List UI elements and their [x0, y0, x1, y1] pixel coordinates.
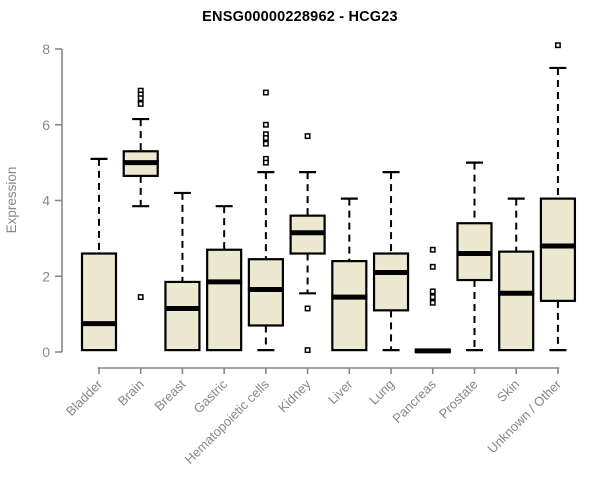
iqr-box — [164, 280, 201, 352]
x-tick-label-kidney: Kidney — [275, 376, 314, 415]
x-tick-label-breast: Breast — [151, 376, 188, 413]
iqr-box — [372, 252, 410, 312]
y-axis: 0 2 4 6 8 Expression — [4, 41, 63, 360]
outlier-point — [262, 121, 269, 128]
x-tick-label-bladder: Bladder — [63, 376, 106, 419]
boxplot-lung — [372, 170, 410, 352]
y-tick-label: 2 — [42, 268, 50, 284]
y-tick-label: 6 — [42, 117, 50, 133]
outlier-point — [262, 89, 269, 96]
iqr-box — [206, 248, 243, 352]
iqr-box — [539, 197, 577, 302]
outlier-point — [262, 135, 269, 141]
outlier-point — [304, 347, 311, 354]
iqr-box — [80, 252, 118, 352]
iqr-box — [247, 258, 284, 327]
outlier-point — [429, 246, 436, 253]
iqr-box — [498, 250, 535, 352]
y-tick-label: 0 — [42, 344, 50, 360]
x-tick-label-lung: Lung — [366, 377, 397, 408]
boxplot-liver — [331, 197, 368, 352]
x-tick-label-brain: Brain — [115, 377, 147, 409]
boxplot-unknown-other — [539, 42, 577, 352]
outlier-point — [429, 299, 436, 306]
y-tick-label: 4 — [42, 193, 50, 209]
iqr-box — [331, 260, 368, 352]
boxplot-gastric — [206, 205, 243, 352]
boxplot-pancreas — [414, 246, 451, 354]
x-tick-label-skin: Skin — [494, 377, 522, 405]
y-axis-title: Expression — [4, 167, 19, 234]
boxplot-brain — [122, 87, 159, 301]
boxplot-kidney — [289, 133, 326, 354]
outlier-point — [137, 294, 144, 301]
outlier-point — [304, 133, 311, 140]
x-tick-label-pancreas: Pancreas — [389, 376, 439, 426]
boxplot-skin — [498, 197, 535, 352]
x-tick-label-unknown-other: Unknown / Other — [484, 376, 564, 456]
chart-title: ENSG00000228962 - HCG23 — [202, 9, 398, 25]
boxplot-prostate — [456, 161, 493, 352]
outlier-point — [137, 95, 144, 102]
outlier-point — [429, 288, 436, 295]
x-tick-label-gastric: Gastric — [191, 376, 231, 416]
outlier-point — [304, 305, 311, 312]
y-tick-label: 8 — [42, 41, 50, 57]
boxplot-bladder — [80, 157, 118, 352]
outlier-point — [429, 294, 436, 301]
outlier-point — [262, 159, 269, 166]
outlier-point — [554, 42, 561, 49]
boxplot-breast — [164, 191, 201, 352]
x-tick-label-prostate: Prostate — [436, 377, 481, 422]
x-tick-label-liver: Liver — [325, 376, 356, 407]
boxplot-hematopoietic-cells — [247, 89, 284, 352]
outlier-point — [429, 263, 436, 270]
outlier-point — [262, 140, 269, 147]
outlier-point — [137, 100, 144, 107]
